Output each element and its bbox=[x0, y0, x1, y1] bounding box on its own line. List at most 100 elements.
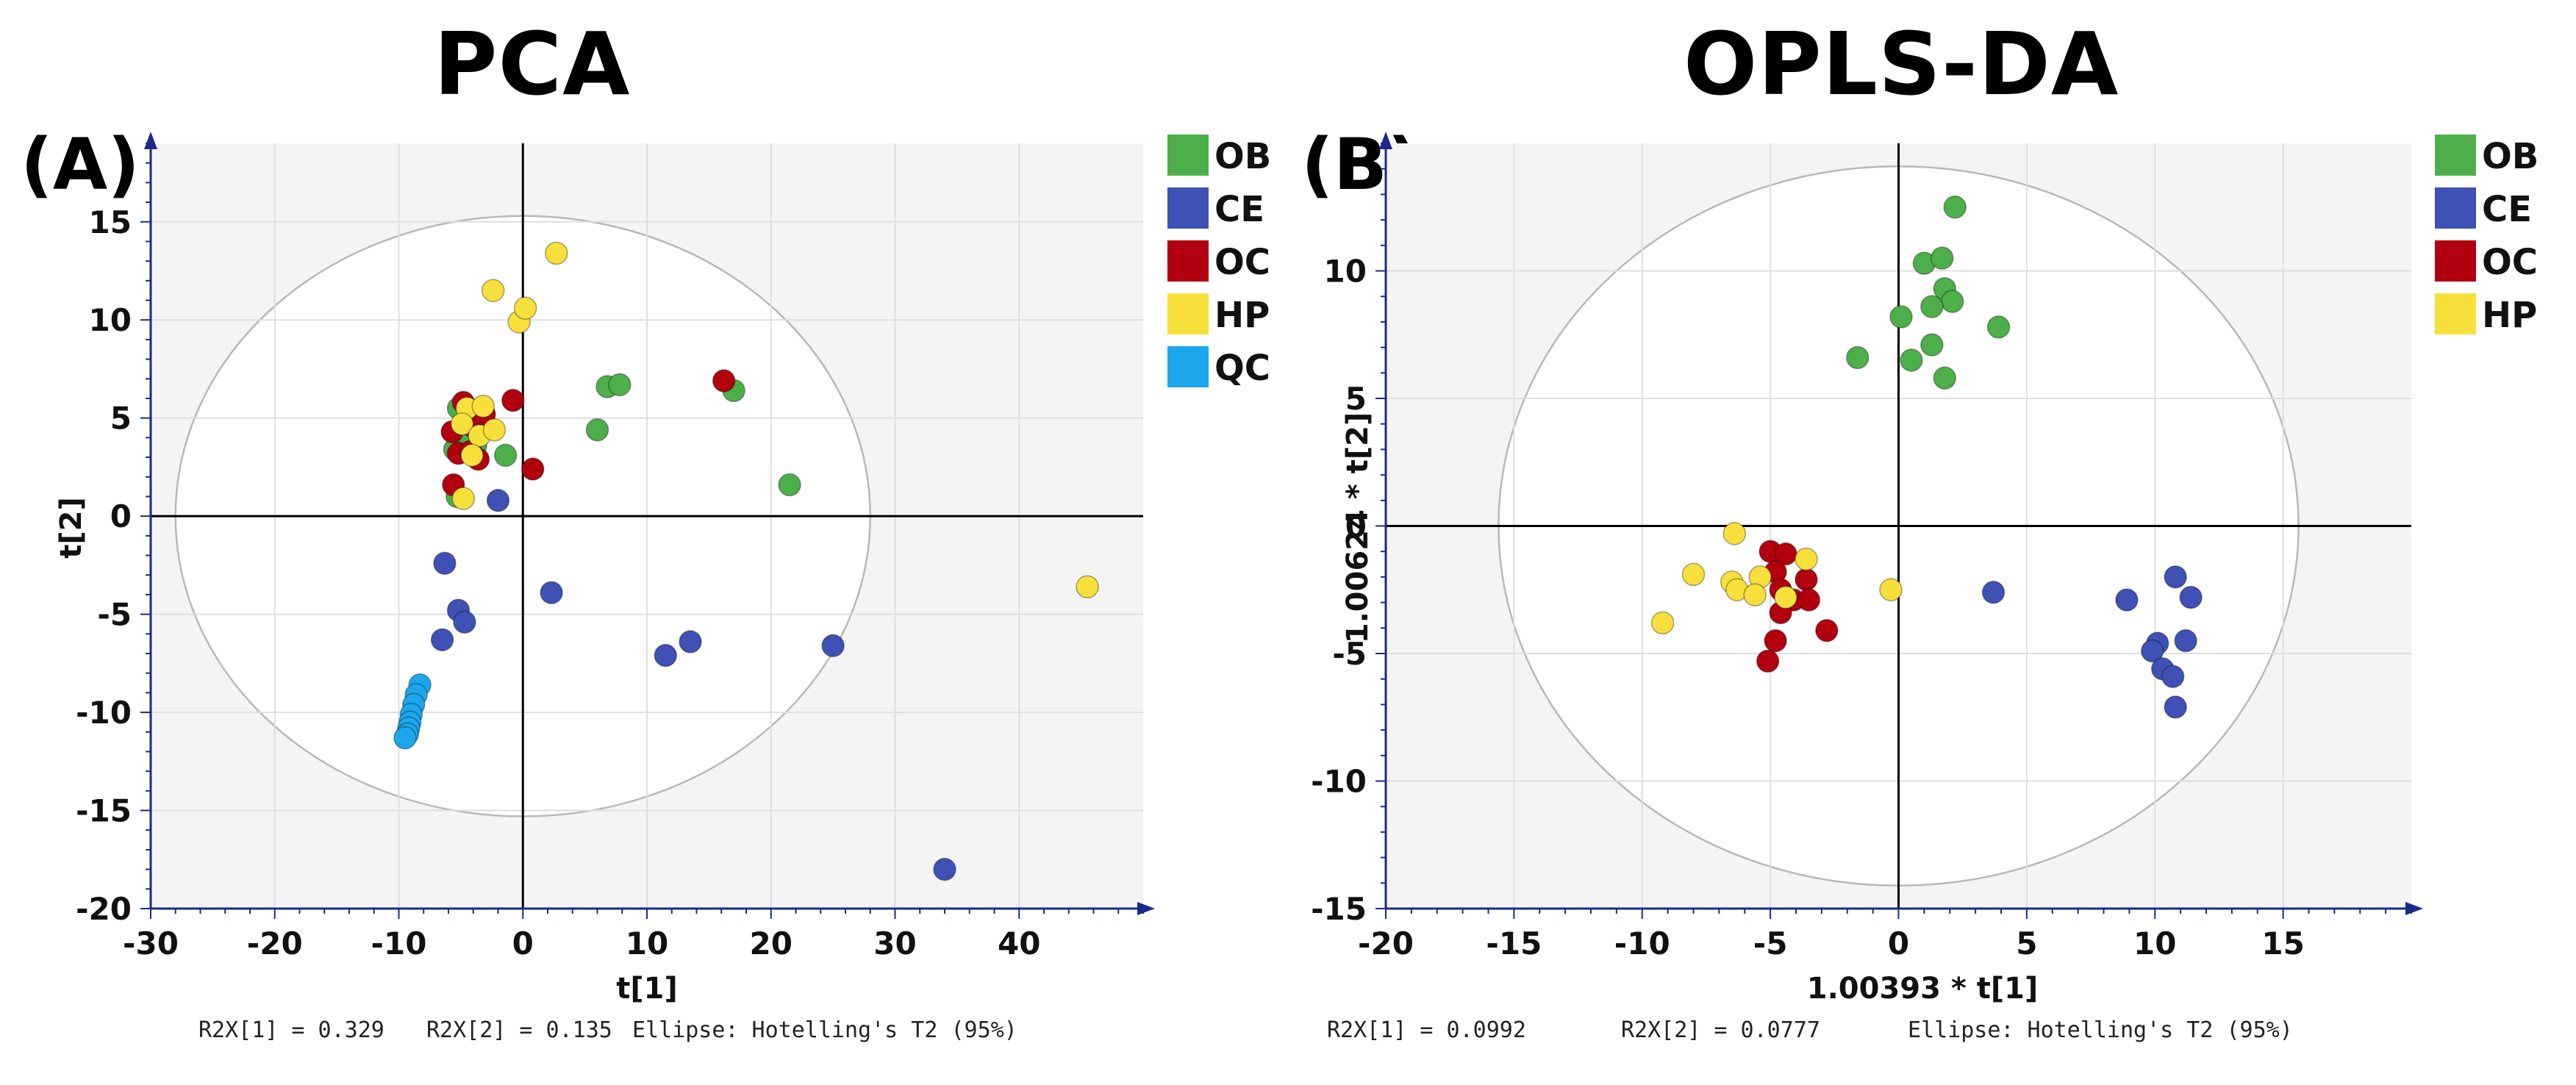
pca-point-hp bbox=[545, 241, 568, 265]
oplsda-y-tick-label: 0 bbox=[1345, 509, 1367, 545]
pca-point-hp bbox=[451, 487, 475, 510]
pca-point-hp bbox=[482, 279, 505, 302]
pca-point-ce bbox=[453, 610, 476, 634]
pca-footer-r2x1: R2X[1] = 0.329 bbox=[198, 1017, 384, 1043]
pca-point-ce bbox=[933, 857, 956, 881]
oplsda-legend-swatch-ob bbox=[2435, 135, 2476, 176]
oplsda-footer-ellipse: Ellipse: Hotelling's T2 (95%) bbox=[1908, 1017, 2293, 1043]
oplsda-x-tick-label: 10 bbox=[2133, 925, 2176, 962]
oplsda-legend-label-ob: OB bbox=[2482, 136, 2539, 177]
oplsda-point-oc bbox=[1756, 649, 1780, 673]
oplsda-point-hp bbox=[1795, 547, 1818, 571]
oplsda-x-axis-label: 1.00393 * t[1] bbox=[1807, 972, 2038, 1006]
oplsda-point-ce bbox=[1981, 580, 2006, 604]
oplsda-point-ob bbox=[1931, 246, 1954, 270]
pca-y-tick-label: 5 bbox=[110, 401, 132, 437]
oplsda-point-hp bbox=[1879, 578, 1903, 601]
oplsda-point-ob bbox=[1986, 315, 2011, 339]
pca-point-ce bbox=[430, 628, 454, 652]
pca-point-ce bbox=[821, 634, 845, 658]
pca-y-tick-label: 0 bbox=[110, 498, 132, 534]
pca-plot: -30 -20 -10 0 10 20 30 40-20-15-10-5051015t[1]t… bbox=[54, 132, 1271, 1006]
pca-y-axis-label: t[2] bbox=[54, 497, 88, 559]
pca-series-ce bbox=[430, 489, 956, 881]
pca-x-tick-label: -20 bbox=[247, 925, 303, 962]
oplsda-point-hp bbox=[1774, 585, 1797, 609]
pca-x-axis-arrow bbox=[1137, 902, 1155, 915]
pca-legend-swatch-oc bbox=[1167, 240, 1209, 282]
pca-point-ce bbox=[654, 643, 678, 667]
oplsda-legend: OB CE OC HP bbox=[2435, 135, 2539, 336]
pca-point-ce bbox=[433, 551, 457, 575]
pca-legend: OB CE OC HP QC bbox=[1167, 135, 1271, 389]
oplsda-legend-swatch-oc bbox=[2435, 240, 2476, 282]
oplsda-point-ob bbox=[1943, 196, 1967, 219]
oplsda-point-ce bbox=[2115, 588, 2139, 612]
pca-y-tick-label: -5 bbox=[97, 597, 132, 633]
oplsda-point-ce bbox=[2164, 565, 2187, 589]
pca-series-hp bbox=[450, 241, 1099, 598]
pca-point-hp bbox=[471, 394, 495, 418]
pca-legend-label-hp: HP bbox=[1214, 295, 1270, 336]
pca-point-ce bbox=[540, 581, 563, 605]
pca-point-ob bbox=[585, 418, 609, 442]
pca-legend-label-ce: CE bbox=[1214, 189, 1264, 230]
oplsda-x-tick-label: -20 bbox=[1358, 925, 1414, 962]
pca-point-ob bbox=[608, 373, 632, 397]
oplsda-point-ob bbox=[1920, 295, 1944, 318]
pca-y-tick-label: -15 bbox=[76, 793, 132, 829]
pca-point-ce bbox=[486, 489, 510, 512]
pca-y-tick-label: 10 bbox=[89, 302, 132, 338]
oplsda-point-ce bbox=[2174, 629, 2197, 653]
oplsda-point-oc bbox=[1795, 567, 1818, 592]
pca-legend-swatch-hp bbox=[1167, 293, 1209, 334]
oplsda-point-hp bbox=[1650, 611, 1675, 635]
oplsda-point-hp bbox=[1743, 583, 1767, 606]
oplsda-x-axis-arrow bbox=[2405, 902, 2423, 915]
oplsda-point-ob bbox=[1900, 348, 1923, 372]
pca-x-tick-label: 10 bbox=[626, 925, 668, 962]
oplsda-point-oc bbox=[1815, 619, 1839, 642]
pca-point-hp bbox=[460, 443, 484, 468]
pca-point-hp bbox=[1076, 575, 1099, 598]
oplsda-point-hp bbox=[1681, 562, 1706, 587]
oplsda-series-ob bbox=[1845, 196, 2011, 390]
oplsda-legend-label-ce: CE bbox=[2482, 189, 2532, 230]
oplsda-x-tick-label: 5 bbox=[2016, 925, 2037, 962]
oplsda-y-tick-label: 5 bbox=[1345, 381, 1367, 417]
oplsda-point-ce bbox=[2161, 665, 2185, 688]
pca-legend-swatch-qc bbox=[1167, 346, 1209, 387]
pca-x-tick-label: -30 bbox=[123, 925, 179, 962]
oplsda-point-oc bbox=[1797, 588, 1821, 612]
oplsda-y-tick-label: 10 bbox=[1324, 254, 1367, 290]
oplsda-x-tick-label: -15 bbox=[1486, 925, 1542, 962]
oplsda-series-hp bbox=[1650, 522, 1903, 635]
pca-x-tick-label: 30 bbox=[873, 925, 916, 962]
pca-point-oc bbox=[712, 369, 736, 393]
oplsda-x-tick-label: 15 bbox=[2261, 925, 2304, 962]
oplsda-legend-swatch-hp bbox=[2435, 293, 2476, 334]
oplsda-y-axis-label: 1.00624 * t[2] bbox=[1341, 412, 1375, 643]
oplsda-point-ce bbox=[2141, 639, 2164, 663]
oplsda-footer-r2x1: R2X[1] = 0.0992 bbox=[1327, 1017, 1526, 1043]
pca-point-ce bbox=[679, 630, 702, 653]
pca-x-tick-label: -10 bbox=[371, 925, 427, 962]
pca-x-axis-label: t[1] bbox=[616, 972, 678, 1006]
oplsda-point-ob bbox=[1933, 366, 1957, 390]
oplsda-point-ob bbox=[1845, 345, 1870, 370]
oplsda-point-oc bbox=[1764, 629, 1787, 653]
pca-point-oc bbox=[521, 457, 545, 481]
pca-title: PCA bbox=[434, 13, 631, 115]
pca-legend-swatch-ce bbox=[1167, 187, 1209, 229]
pca-panel-label: (A) bbox=[21, 123, 140, 206]
pca-legend-label-ob: OB bbox=[1214, 136, 1271, 177]
pca-point-oc bbox=[501, 388, 525, 412]
oplsda-point-ob bbox=[1920, 333, 1944, 357]
oplsda-x-tick-label: -5 bbox=[1753, 925, 1788, 962]
pca-point-hp bbox=[482, 418, 507, 442]
pca-legend-label-oc: OC bbox=[1214, 242, 1270, 283]
oplsda-x-tick-label: -10 bbox=[1614, 925, 1670, 962]
pca-y-tick-label: 15 bbox=[89, 204, 132, 240]
